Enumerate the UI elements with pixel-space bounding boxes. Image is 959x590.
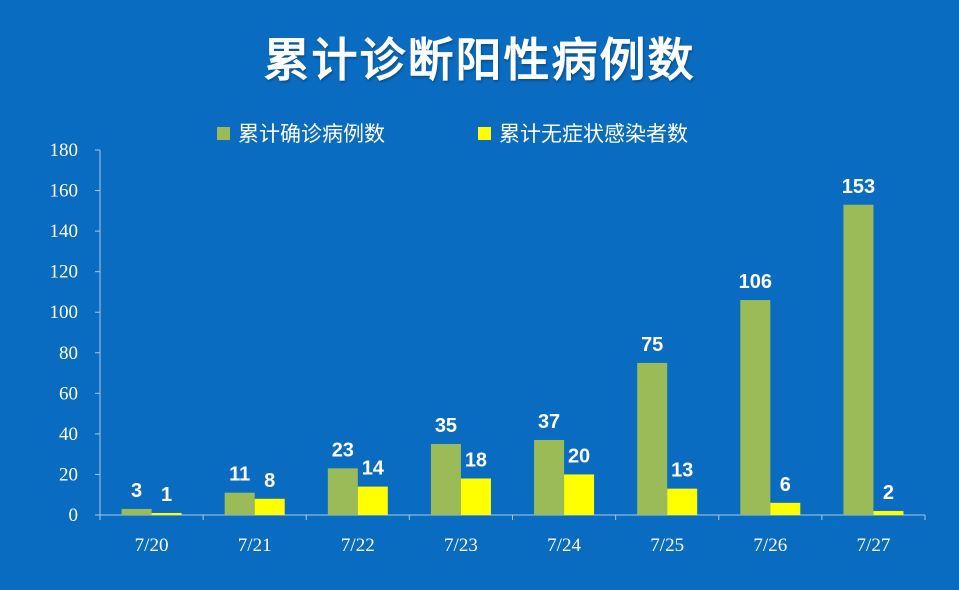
data-label-asymptomatic: 1 xyxy=(161,484,172,506)
bar-confirmed xyxy=(740,300,771,515)
data-label-confirmed: 37 xyxy=(538,411,560,433)
x-tick-label: 7/22 xyxy=(341,535,375,556)
x-tick-label: 7/21 xyxy=(238,535,272,556)
y-tick-label: 100 xyxy=(50,302,79,323)
data-label-asymptomatic: 18 xyxy=(465,450,487,472)
bar-asymptomatic xyxy=(357,486,388,515)
legend-label-confirmed: 累计确诊病例数 xyxy=(238,122,385,146)
data-label-confirmed: 3 xyxy=(131,480,142,502)
data-label-asymptomatic: 2 xyxy=(883,482,894,504)
legend-swatch-asymptomatic xyxy=(478,126,491,140)
bar-confirmed xyxy=(121,508,152,515)
legend-item-confirmed: 累计确诊病例数 xyxy=(217,118,385,148)
y-tick-label: 60 xyxy=(59,383,78,404)
data-label-asymptomatic: 13 xyxy=(671,460,693,482)
data-label-asymptomatic: 6 xyxy=(780,474,791,496)
data-label-confirmed: 35 xyxy=(435,415,457,437)
y-tick-label: 120 xyxy=(50,262,79,283)
bar-asymptomatic xyxy=(667,488,698,515)
y-tick-label: 20 xyxy=(59,464,78,485)
bar-confirmed xyxy=(224,492,255,515)
data-label-confirmed: 106 xyxy=(739,271,772,293)
chart-legend: 累计确诊病例数 累计无症状感染者数 xyxy=(0,118,959,148)
bar-asymptomatic xyxy=(460,478,491,515)
bar-confirmed xyxy=(430,444,461,515)
bar-confirmed xyxy=(637,362,668,515)
legend-label-asymptomatic: 累计无症状感染者数 xyxy=(499,122,688,146)
legend-swatch-confirmed xyxy=(217,126,230,140)
y-tick-label: 80 xyxy=(59,343,78,364)
chart-title: 累计诊断阳性病例数 xyxy=(263,33,696,87)
bar-asymptomatic xyxy=(873,510,904,515)
x-tick-label: 7/20 xyxy=(135,535,169,556)
y-tick-label: 0 xyxy=(69,505,79,526)
bar-asymptomatic xyxy=(254,498,285,515)
x-tick-label: 7/23 xyxy=(444,535,478,556)
y-tick-label: 40 xyxy=(59,424,78,445)
y-tick-label: 160 xyxy=(50,181,79,202)
x-tick-label: 7/25 xyxy=(650,535,684,556)
data-label-confirmed: 153 xyxy=(842,176,875,198)
data-label-asymptomatic: 8 xyxy=(264,470,275,492)
data-label-confirmed: 75 xyxy=(641,334,663,356)
bar-confirmed xyxy=(534,439,565,515)
data-label-confirmed: 11 xyxy=(229,464,250,486)
y-tick-label: 140 xyxy=(50,221,79,242)
x-tick-label: 7/24 xyxy=(547,535,581,556)
data-label-asymptomatic: 20 xyxy=(568,445,590,467)
bar-confirmed xyxy=(843,204,874,515)
data-label-asymptomatic: 14 xyxy=(362,458,385,480)
y-tick-label: 180 xyxy=(50,140,79,161)
bar-asymptomatic xyxy=(564,474,595,515)
legend-item-asymptomatic: 累计无症状感染者数 xyxy=(478,118,688,148)
bar-asymptomatic xyxy=(770,502,801,515)
bar-confirmed xyxy=(327,468,358,515)
bar-asymptomatic xyxy=(151,512,182,515)
data-label-confirmed: 23 xyxy=(332,439,354,461)
x-tick-label: 7/27 xyxy=(857,535,891,556)
x-tick-label: 7/26 xyxy=(753,535,787,556)
